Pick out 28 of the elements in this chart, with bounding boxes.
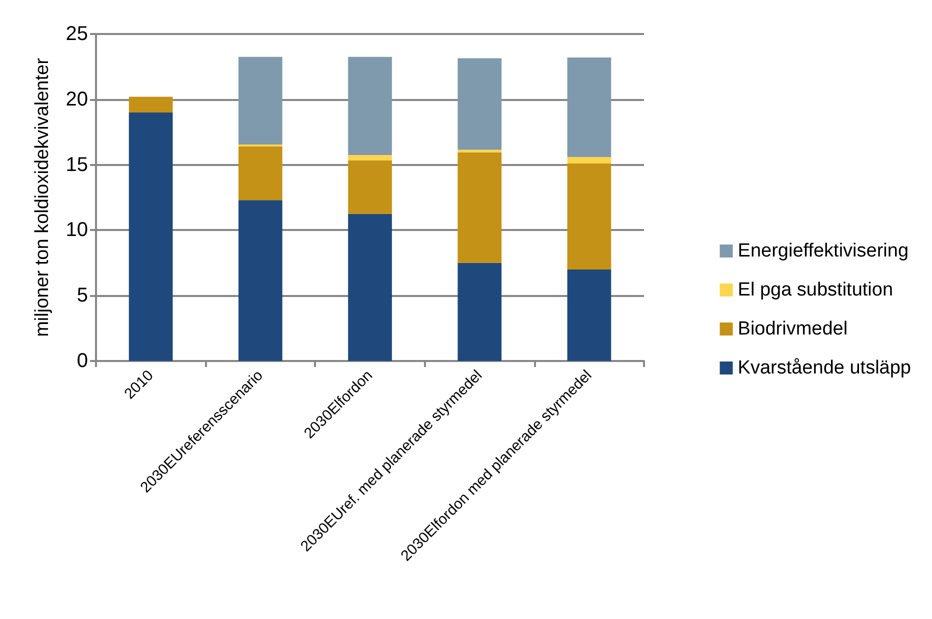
- bar: [348, 214, 392, 361]
- bar: [348, 154, 392, 160]
- bar: [458, 262, 502, 361]
- y-tick-label: 20: [66, 88, 88, 110]
- bar: [458, 152, 502, 263]
- legend-label: Biodrivmedel: [738, 318, 848, 340]
- bar: [567, 58, 612, 157]
- y-tick-label: 15: [66, 154, 88, 176]
- bar: [567, 156, 612, 164]
- bar: [238, 200, 282, 361]
- bar: [128, 112, 173, 361]
- bar: [238, 56, 282, 145]
- y-tick-label: 10: [66, 219, 88, 242]
- y-tick-label: 0: [76, 350, 88, 372]
- bar: [567, 163, 612, 270]
- bar: [458, 150, 502, 152]
- bar: [567, 269, 612, 361]
- legend-label: El pga substitution: [738, 280, 894, 300]
- bar: [458, 58, 502, 150]
- y-tick-label: 5: [76, 284, 88, 307]
- bar: [348, 160, 392, 214]
- bar: [238, 146, 282, 200]
- bar: [128, 96, 173, 112]
- legend-label: Energieffektivisering: [738, 240, 909, 262]
- legend-label: Kvarstående utsläpp: [738, 358, 912, 378]
- y-axis-title: miljoner ton koldioxidekvivalenter: [32, 57, 53, 337]
- y-tick-label: 25: [66, 23, 88, 45]
- bar: [348, 56, 392, 155]
